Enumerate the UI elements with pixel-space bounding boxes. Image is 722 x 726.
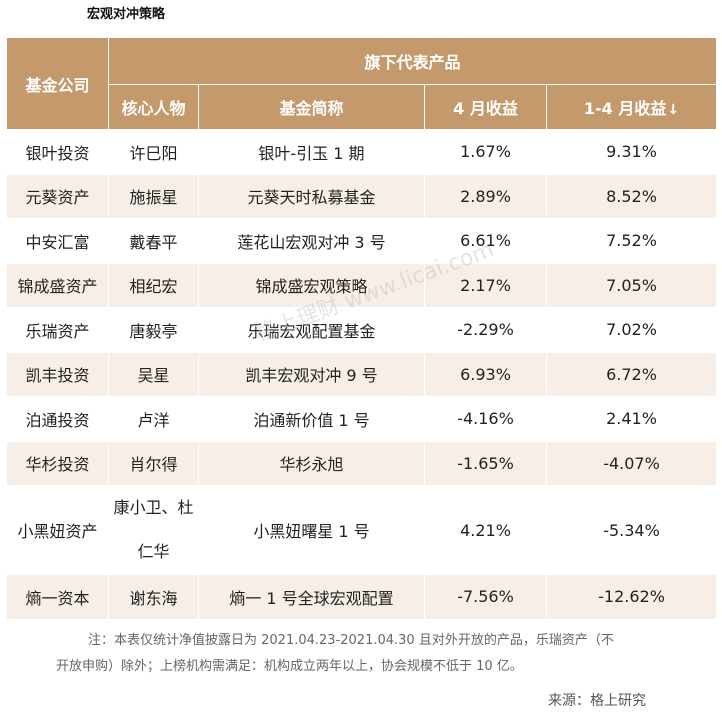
cell-april-return: 2.89% (424, 173, 547, 219)
cell-ytd-return: 7.52% (545, 218, 718, 264)
header-person[interactable]: 核心人物 (108, 84, 199, 130)
cell-april-return: 1.67% (424, 129, 547, 175)
cell-person: 康小卫、杜仁华 (108, 485, 199, 575)
footnote-line-2: 开放申购）除外；上榜机构需满足：机构成立两年以上，协会规模不低于 10 亿。 (56, 659, 523, 674)
cell-company: 锦成盛资产 (6, 262, 109, 308)
cell-company: 泊通投资 (6, 396, 109, 442)
cell-person: 戴春平 (108, 218, 199, 264)
cell-april-return: -2.29% (424, 307, 547, 353)
cell-fund-name: 元葵天时私募基金 (198, 173, 425, 219)
table-row[interactable]: 银叶投资 许巳阳 银叶-引玉 1 期 1.67% 9.31% (6, 129, 718, 175)
cell-company: 小黑妞资产 (6, 485, 109, 575)
cell-april-return: -1.65% (424, 440, 547, 486)
cell-ytd-return: -5.34% (545, 485, 718, 575)
cell-person: 施振星 (108, 173, 199, 219)
cell-company: 熵一资本 (6, 574, 109, 620)
header-april-return[interactable]: 4 月收益 (424, 84, 547, 130)
cell-fund-name: 小黑妞曙星 1 号 (198, 485, 425, 575)
header-ytd-return[interactable]: 1-4 月收益↓ (545, 84, 718, 130)
cell-person: 肖尔得 (108, 440, 199, 486)
cell-ytd-return: 8.52% (545, 173, 718, 219)
table-row[interactable]: 小黑妞资产 康小卫、杜仁华 小黑妞曙星 1 号 4.21% -5.34% (6, 485, 718, 575)
table-row[interactable]: 中安汇富 戴春平 莲花山宏观对冲 3 号 6.61% 7.52% (6, 218, 718, 264)
cell-person: 吴星 (108, 351, 199, 397)
cell-company: 华杉投资 (6, 440, 109, 486)
footnote-line-1: 注：本表仅统计净值披露日为 2021.04.23-2021.04.30 且对外开… (88, 633, 614, 648)
header-company[interactable]: 基金公司 (6, 37, 109, 130)
cell-fund-name: 莲花山宏观对冲 3 号 (198, 218, 425, 264)
cell-company: 银叶投资 (6, 129, 109, 175)
cell-fund-name: 华杉永旭 (198, 440, 425, 486)
cell-ytd-return: -4.07% (545, 440, 718, 486)
sort-descending-icon[interactable]: ↓ (667, 102, 680, 118)
table-row[interactable]: 熵一资本 谢东海 熵一 1 号全球宏观配置 -7.56% -12.62% (6, 574, 718, 620)
cell-company: 元葵资产 (6, 173, 109, 219)
cell-person: 相纪宏 (108, 262, 199, 308)
cell-company: 中安汇富 (6, 218, 109, 264)
cell-april-return: 6.61% (424, 218, 547, 264)
cell-april-return: 4.21% (424, 485, 547, 575)
cell-april-return: -7.56% (424, 574, 547, 620)
cell-april-return: -4.16% (424, 396, 547, 442)
cell-fund-name: 凯丰宏观对冲 9 号 (198, 351, 425, 397)
cell-fund-name: 锦成盛宏观策略 (198, 262, 425, 308)
cell-company: 凯丰投资 (6, 351, 109, 397)
cell-ytd-return: -12.62% (545, 574, 718, 620)
table-row[interactable]: 元葵资产 施振星 元葵天时私募基金 2.89% 8.52% (6, 173, 718, 219)
cell-april-return: 6.93% (424, 351, 547, 397)
cell-ytd-return: 2.41% (545, 396, 718, 442)
fund-table: 基金公司 旗下代表产品 核心人物 基金简称 4 月收益 1-4 月收益↓ 银叶投… (6, 37, 718, 620)
cell-person: 唐毅亭 (108, 307, 199, 353)
cell-person: 谢东海 (108, 574, 199, 620)
header-group: 旗下代表产品 (107, 37, 718, 85)
page-title: 宏观对冲策略 (87, 7, 166, 22)
source-credit: 来源：格上研究 (548, 693, 646, 709)
cell-company: 乐瑞资产 (6, 307, 109, 353)
cell-person: 许巳阳 (108, 129, 199, 175)
cell-fund-name: 乐瑞宏观配置基金 (198, 307, 425, 353)
cell-fund-name: 银叶-引玉 1 期 (198, 129, 425, 175)
header-ytd-label: 1-4 月收益 (583, 99, 667, 118)
table-row[interactable]: 泊通投资 卢洋 泊通新价值 1 号 -4.16% 2.41% (6, 396, 718, 442)
cell-fund-name: 熵一 1 号全球宏观配置 (198, 574, 425, 620)
table-row[interactable]: 华杉投资 肖尔得 华杉永旭 -1.65% -4.07% (6, 440, 718, 486)
table-row[interactable]: 凯丰投资 吴星 凯丰宏观对冲 9 号 6.93% 6.72% (6, 351, 718, 397)
cell-person: 卢洋 (108, 396, 199, 442)
table-row[interactable]: 锦成盛资产 相纪宏 锦成盛宏观策略 2.17% 7.05% (6, 262, 718, 308)
cell-ytd-return: 7.02% (545, 307, 718, 353)
table-row[interactable]: 乐瑞资产 唐毅亭 乐瑞宏观配置基金 -2.29% 7.02% (6, 307, 718, 353)
cell-ytd-return: 9.31% (545, 129, 718, 175)
cell-april-return: 2.17% (424, 262, 547, 308)
header-fund-name[interactable]: 基金简称 (198, 84, 425, 130)
cell-fund-name: 泊通新价值 1 号 (198, 396, 425, 442)
cell-ytd-return: 7.05% (545, 262, 718, 308)
cell-ytd-return: 6.72% (545, 351, 718, 397)
